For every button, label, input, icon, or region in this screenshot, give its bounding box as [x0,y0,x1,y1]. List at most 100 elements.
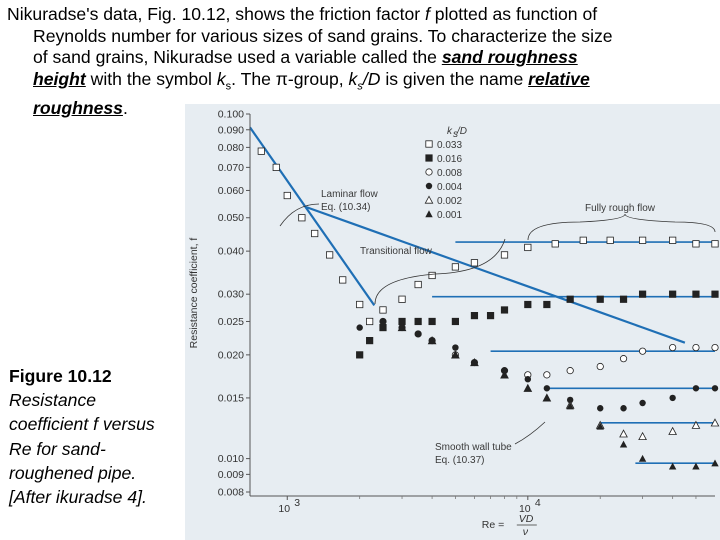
y-tick-label: 0.040 [218,246,244,258]
data-point [596,295,604,303]
y-tick-label: 0.025 [218,316,244,328]
legend-title: k [447,126,453,137]
data-point [669,290,677,298]
data-point [710,418,720,427]
data-point [692,385,700,392]
data-point [669,236,677,244]
data-point [543,394,551,402]
data-point [298,214,306,222]
data-point [639,399,646,407]
x-axis-label: Re = [482,519,504,531]
figure-caption: Figure 10.12 Resistance coefficient f ve… [9,364,181,509]
data-point [398,323,406,331]
annotation-laminar-2: Eq. (10.34) [321,202,370,213]
data-point [551,240,559,248]
data-point [524,243,532,252]
caption-line-1: Resistance [9,390,97,411]
data-point [486,312,495,320]
legend-marker [425,140,433,148]
data-point [339,276,347,284]
caption-line-5: [After ikuradse 4]. [9,487,147,508]
legend-item-label: 0.008 [437,168,462,179]
y-tick-label: 0.080 [218,142,244,154]
annotation-laminar-leader [279,203,320,227]
data-point [366,317,374,326]
data-point [356,300,364,309]
data-point [470,259,479,267]
legend-title-end: /D [456,126,467,137]
series-0.008 [379,317,719,379]
annotation-fully-rough: Fully rough flow [585,203,656,214]
intro-paragraph: Nikuradse's data, Fig. 10.12, shows the … [7,4,715,119]
chart-svg: k s/D 0.033 0.016 0.008 0.004 0.002 0.001 0.100… [188,109,720,538]
data-point [451,317,460,326]
data-point [711,240,719,248]
y-tick-label: 0.008 [218,487,244,499]
data-point [638,290,647,298]
data-point [356,324,363,331]
legend-marker [424,195,434,204]
data-point [692,290,700,298]
data-point [566,402,574,410]
data-point [543,300,551,309]
data-point [326,251,334,259]
data-point [257,147,265,155]
data-point [524,375,532,383]
legend-item-label: 0.016 [437,154,462,165]
data-point [619,355,628,363]
y-tick-label: 0.020 [218,349,244,361]
data-point [579,236,587,244]
x-label-denominator: ν [523,526,529,538]
data-point [638,431,647,440]
y-tick-label: 0.070 [218,162,244,174]
data-point [566,367,574,375]
data-point [414,280,422,289]
data-point [414,330,422,338]
data-point [500,371,509,379]
data-point [500,251,509,259]
data-point [691,420,701,429]
data-point [524,384,532,392]
data-point [543,371,551,379]
data-point [638,236,647,244]
x-tick-label: 10 [519,503,531,515]
data-point [668,462,677,470]
intro-line-5: roughness. [33,97,128,118]
data-point [692,462,700,470]
data-point [379,318,387,325]
data-point [566,396,574,404]
caption-line-2: coefficient f versus [9,414,155,435]
data-point [566,295,574,303]
y-tick-label: 0.030 [218,289,244,301]
legend-item-label: 0.033 [437,140,462,151]
data-point [500,306,509,314]
legend-item-label: 0.001 [437,210,462,221]
x-label-numerator: VD [519,513,534,525]
fully-rough-bracket [527,213,716,241]
y-tick-label: 0.100 [218,109,244,121]
transitional-bracket [374,238,506,305]
y-tick-label: 0.060 [218,185,244,197]
data-point [620,405,627,412]
data-point [606,236,614,244]
annotation-smooth-leader [514,421,546,445]
x-tick-exponent: 4 [535,497,541,509]
data-point [711,290,719,298]
data-point [451,263,460,271]
series-0.016 [356,290,719,359]
intro-line-3: of sand grains, Nikuradse used a variabl… [33,47,578,68]
data-point [543,385,551,392]
data-point [451,351,460,359]
data-point [428,317,436,326]
data-point [524,300,532,309]
data-point [428,271,436,280]
data-point [669,343,677,352]
data-point [596,362,604,371]
data-point [597,405,604,412]
laminar-curve [249,126,376,307]
friction-factor-chart: k s/D 0.033 0.016 0.008 0.004 0.002 0.001 0.100… [185,104,720,540]
y-axis-label: Resistance coefficient, f [188,238,200,349]
data-point [711,459,719,467]
series-0.001 [398,323,719,470]
caption-line-3: Re for sand- [9,438,106,459]
